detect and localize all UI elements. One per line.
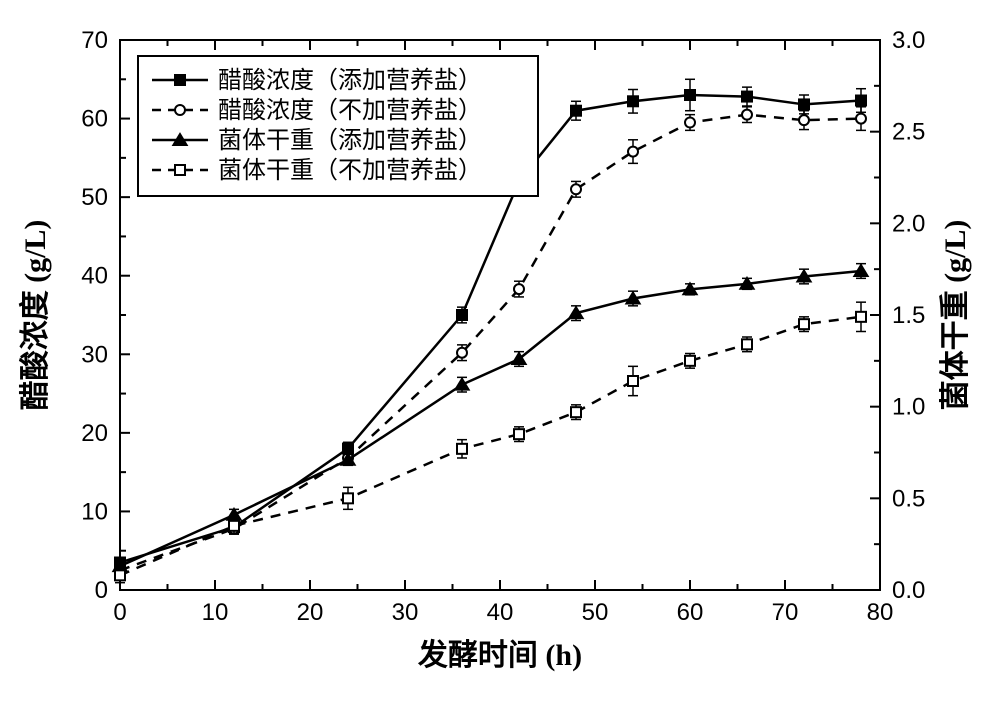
legend-label: 菌体干重（添加营养盐） [218,127,482,154]
y-right-tick-label: 2.0 [892,210,925,237]
chart-container: 0 10 20 30 40 50 60 70 80 发酵时间 (h) 0 10 20 30 40 50 60 70… [0,0,1000,700]
y-right-tick-label: 1.5 [892,302,925,329]
y-left-tick-label: 0 [95,577,108,604]
x-tick-label: 40 [487,599,514,626]
legend: 醋酸浓度（添加营养盐） 醋酸浓度（不加营养盐） 菌体干重（添加营养盐） 菌体干重（不加… [138,56,538,196]
series-dry_without [115,302,866,583]
x-tick-label: 70 [772,599,799,626]
y-left-axis-label: 醋酸浓度 (g/L) [19,220,52,411]
y-left-tick-label: 60 [81,106,108,133]
x-tick-label: 50 [582,599,609,626]
y-right-tick-label: 3.0 [892,27,925,54]
legend-label: 醋酸浓度（添加营养盐） [218,67,482,94]
x-tick-label: 60 [677,599,704,626]
chart-svg: 0 10 20 30 40 50 60 70 80 发酵时间 (h) 0 10 20 30 40 50 60 70… [0,0,1000,700]
x-tick-label: 80 [867,599,894,626]
y-right-tick-label: 2.5 [892,119,925,146]
legend-label: 菌体干重（不加营养盐） [218,157,482,184]
y-left-tick-label: 30 [81,341,108,368]
y-left-tick-label: 40 [81,263,108,290]
y-left-tick-label: 10 [81,498,108,525]
x-axis-label: 发酵时间 (h) [417,639,582,672]
y-right-tick-label: 0.5 [892,485,925,512]
y-left-tick-label: 70 [81,27,108,54]
y-right-tick-label: 1.0 [892,394,925,421]
x-tick-label: 20 [297,599,324,626]
y-right-tick-label: 0.0 [892,577,925,604]
legend-label: 醋酸浓度（不加营养盐） [218,97,482,124]
x-tick-label: 30 [392,599,419,626]
series-dry_with [113,264,867,572]
y-right-axis-label: 菌体干重 (g/L) [939,220,972,411]
y-left-tick-label: 50 [81,184,108,211]
x-tick-label: 0 [113,599,126,626]
y-left-tick-label: 20 [81,420,108,447]
x-tick-label: 10 [202,599,229,626]
